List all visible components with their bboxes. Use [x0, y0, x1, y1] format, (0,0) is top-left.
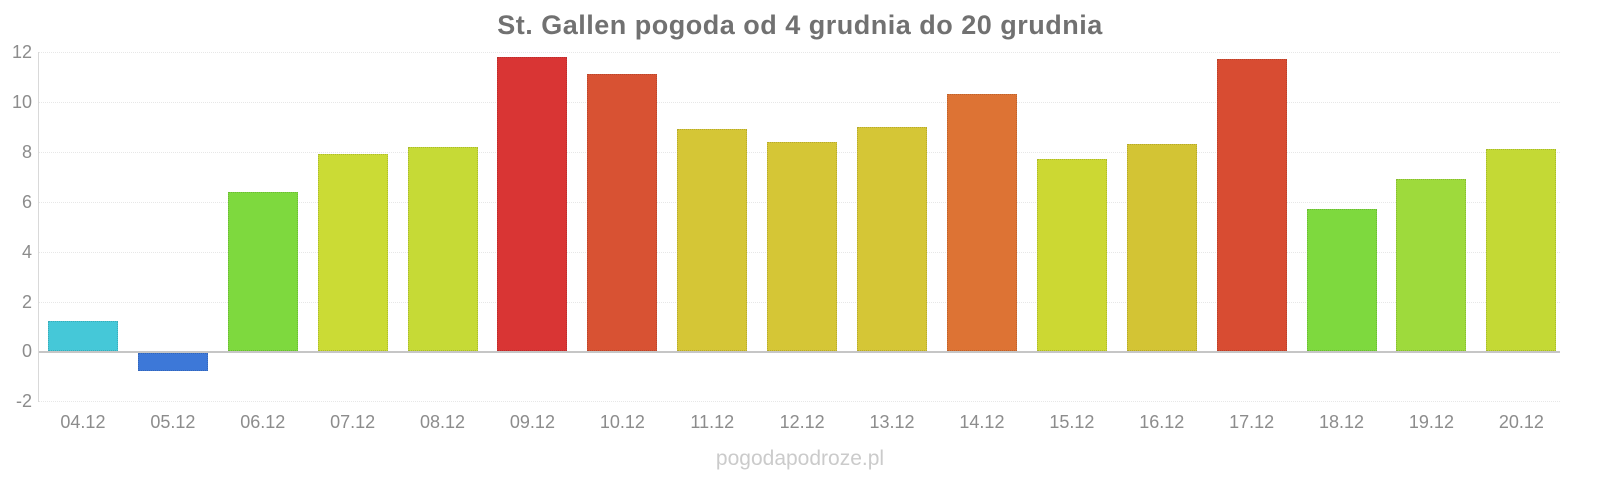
x-tick-label: 16.12	[1139, 412, 1185, 432]
bar-05.12[interactable]	[137, 353, 208, 371]
y-tick-label: 2	[21, 291, 32, 312]
y-tick-label: 6	[21, 191, 32, 212]
x-tick-label: 13.12	[869, 412, 915, 432]
x-tick-label: 09.12	[509, 412, 555, 432]
x-tick-label: 17.12	[1229, 412, 1275, 432]
bar-15.12[interactable]	[1036, 159, 1107, 352]
bar-08.12[interactable]	[407, 146, 478, 352]
x-tick-label: 10.12	[599, 412, 645, 432]
watermark: pogodapodroze.pl	[715, 447, 885, 470]
y-tick-label: 0	[21, 341, 32, 362]
bar-10.12[interactable]	[587, 74, 658, 352]
gridline	[39, 101, 1560, 103]
x-tick-label: 18.12	[1319, 412, 1365, 432]
bar-16.12[interactable]	[1126, 144, 1197, 352]
bar-20.12[interactable]	[1486, 149, 1557, 352]
y-tick-label: 8	[21, 141, 32, 162]
y-tick-label: -2	[15, 391, 32, 412]
bar-09.12[interactable]	[497, 56, 568, 352]
bar-19.12[interactable]	[1396, 179, 1467, 352]
bar-17.12[interactable]	[1216, 59, 1287, 352]
x-tick-label: 20.12	[1498, 412, 1544, 432]
bar-04.12[interactable]	[47, 321, 118, 352]
x-tick-label: 11.12	[690, 412, 735, 432]
x-tick-label: 08.12	[420, 412, 466, 432]
gridline	[39, 401, 1560, 403]
bar-11.12[interactable]	[677, 129, 748, 352]
y-axis-line	[38, 52, 39, 402]
bar-12.12[interactable]	[767, 141, 838, 352]
y-tick-label: 10	[11, 91, 32, 112]
y-tick-label: 4	[21, 241, 32, 262]
x-tick-label: 19.12	[1408, 412, 1454, 432]
x-tick-label: 05.12	[150, 412, 196, 432]
bar-07.12[interactable]	[317, 154, 388, 352]
bar-06.12[interactable]	[227, 191, 298, 352]
y-tick-label: 12	[11, 42, 32, 62]
x-tick-label: 04.12	[60, 412, 106, 432]
x-tick-label: 06.12	[240, 412, 286, 432]
gridline	[39, 52, 1560, 53]
zero-line	[39, 351, 1560, 354]
x-tick-label: 07.12	[330, 412, 376, 432]
chart-title: St. Gallen pogoda od 4 grudnia do 20 gru…	[497, 10, 1103, 40]
bar-14.12[interactable]	[946, 94, 1017, 352]
bar-13.12[interactable]	[857, 126, 928, 352]
x-tick-label: 15.12	[1049, 412, 1095, 432]
bar-18.12[interactable]	[1306, 209, 1377, 352]
x-tick-label: 14.12	[959, 412, 1005, 432]
x-tick-label: 12.12	[779, 412, 825, 432]
